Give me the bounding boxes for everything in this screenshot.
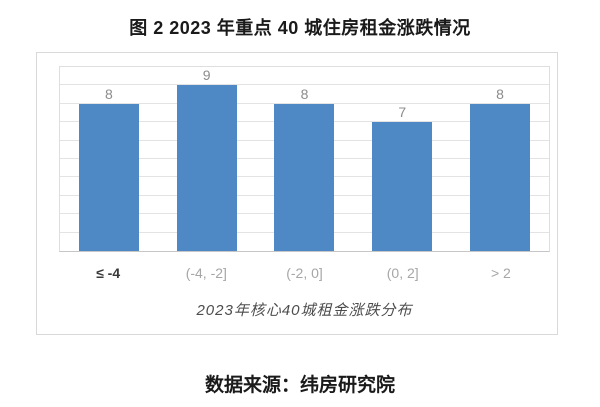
figure-title: 图 2 2023 年重点 40 城住房租金涨跌情况 (129, 18, 471, 38)
bar (78, 103, 139, 251)
x-axis-category-label: (0, 2] (386, 265, 419, 281)
bar-slot: 8 (256, 67, 354, 251)
gridline (60, 84, 549, 86)
bar (274, 103, 335, 251)
x-axis-category-label: (-2, 0] (286, 265, 323, 281)
bar (372, 122, 433, 251)
bar-slot: 7 (353, 67, 451, 251)
bar-slot: 8 (451, 67, 549, 251)
bar-value-label: 8 (496, 85, 504, 102)
x-axis-labels: ≤ -4 (-4, -2] (-2, 0] (0, 2] > 2 (59, 265, 550, 281)
gridline (60, 102, 549, 104)
x-axis-category-label: > 2 (490, 265, 511, 281)
bar (470, 103, 531, 251)
bar-value-label: 8 (300, 85, 309, 102)
data-source-caption: 数据来源：纬房研究院 (204, 375, 395, 396)
x-axis-category-label: (-4, -2] (185, 265, 227, 281)
x-axis-title: 2023年核心40城租金涨跌分布 (196, 302, 413, 319)
bar (176, 85, 237, 251)
plot-area: 8 9 8 7 8 (59, 66, 550, 252)
bar-slot: 8 (60, 67, 158, 251)
bar-value-label: 8 (104, 85, 113, 102)
bar-slot: 9 (158, 67, 256, 251)
bar-value-label: 9 (202, 67, 211, 84)
bar-value-label: 7 (398, 104, 407, 121)
chart-container: 8 9 8 7 8 ≤ -4 (-4, -2] (-2, 0] (0, 2] > 2 2023年… (36, 52, 558, 335)
x-axis-category-label: ≤ -4 (96, 265, 121, 281)
